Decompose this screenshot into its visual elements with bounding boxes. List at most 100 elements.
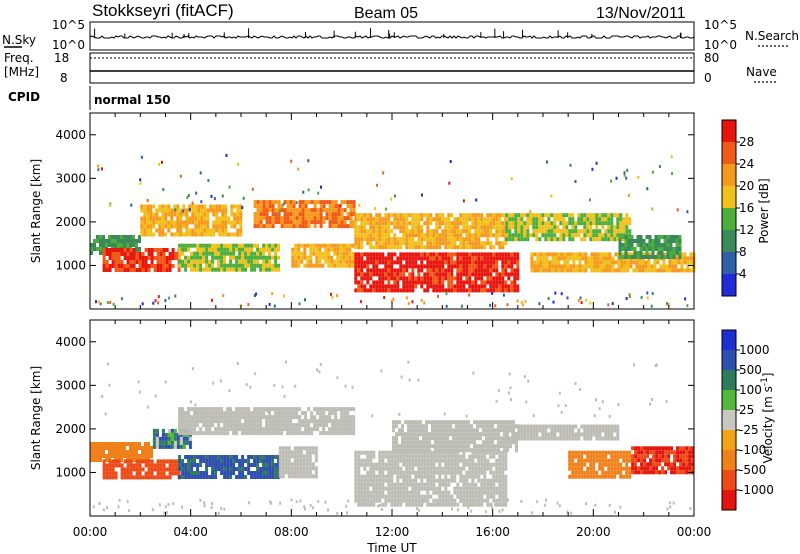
heatmap-cell [601, 424, 605, 429]
heatmap-cell [517, 213, 521, 218]
heatmap-cell [438, 256, 442, 261]
heatmap-cell [526, 436, 530, 441]
heatmap-cell [634, 462, 638, 467]
heatmap-cell [434, 448, 437, 453]
heatmap-cell [592, 237, 596, 242]
heatmap-cell [360, 233, 364, 238]
heatmap-cell [465, 213, 469, 218]
heatmap-cell [129, 459, 133, 464]
heatmap-cell [417, 458, 421, 463]
heatmap-cell [357, 498, 361, 503]
heatmap-cell [135, 239, 138, 243]
heatmap-cell [360, 217, 364, 222]
heatmap-cell [372, 280, 376, 285]
heatmap-cell [423, 221, 427, 226]
heatmap-cell [381, 217, 385, 222]
heatmap-cell [375, 478, 379, 483]
heatmap-cell [465, 225, 469, 230]
heatmap-cell [610, 233, 614, 238]
heatmap-cell [668, 260, 672, 265]
heatmap-cell [299, 454, 303, 459]
heatmap-cell [126, 459, 130, 464]
heatmap-cell [462, 256, 466, 261]
heatmap-cell [488, 424, 491, 429]
heatmap-cell [161, 428, 165, 433]
heatmap-cell [199, 459, 203, 463]
heatmap-cell [274, 455, 278, 459]
heatmap-cell [486, 268, 490, 273]
heatmap-cell [265, 419, 269, 424]
heatmap-cell [411, 260, 415, 265]
heatmap-cell [459, 490, 463, 495]
heatmap-cell [217, 243, 221, 248]
heatmap-cell [637, 458, 641, 463]
heatmap-cell [508, 436, 512, 441]
heatmap-cell [396, 241, 400, 246]
heatmap-cell [619, 225, 623, 230]
heatmap-cell [179, 216, 183, 221]
heatmap-cell [193, 419, 197, 424]
heatmap-cell [474, 252, 478, 257]
heatmap-cell [217, 423, 221, 428]
heatmap-cell [179, 444, 183, 449]
heatmap-cell [626, 168, 629, 172]
heatmap-cell [393, 225, 397, 230]
heatmap-cell [507, 276, 511, 281]
heatmap-cell [608, 260, 612, 265]
heatmap-cell [143, 220, 147, 225]
heatmap-cell [306, 243, 310, 248]
heatmap-cell [601, 436, 605, 441]
heatmap-cell [426, 237, 430, 242]
heatmap-cell [296, 446, 300, 451]
heatmap-cell [164, 208, 168, 213]
heatmap-cell [375, 494, 379, 499]
heatmap-cell [174, 467, 178, 472]
heatmap-cell [586, 450, 590, 455]
heatmap-cell [477, 474, 481, 479]
heatmap-cell [604, 458, 608, 463]
heatmap-cell [616, 221, 620, 226]
heatmap-cell [574, 450, 578, 455]
heatmap-cell [683, 268, 687, 273]
heatmap-cell [352, 200, 356, 205]
heatmap-cell [514, 432, 518, 437]
heatmap-cell [193, 475, 197, 479]
heatmap-cell [601, 217, 605, 222]
heatmap-cell [465, 256, 469, 261]
heatmap-cell [492, 288, 496, 293]
heatmap-cell [646, 187, 649, 191]
heatmap-cell [132, 442, 135, 446]
heatmap-cell [221, 194, 224, 198]
heatmap-cell [286, 415, 290, 420]
heatmap-cell [520, 233, 524, 238]
heatmap-cell [514, 217, 518, 222]
heatmap-cell [461, 436, 464, 441]
heatmap-cell [429, 245, 433, 250]
heatmap-cell [202, 407, 206, 412]
heatmap-cell [157, 301, 160, 305]
heatmap-cell [477, 272, 481, 277]
heatmap-cell [317, 191, 320, 195]
heatmap-cell [120, 264, 124, 268]
heatmap-cell [146, 198, 149, 202]
heatmap-cell [450, 280, 454, 285]
heatmap-cell [155, 220, 159, 225]
heatmap-cell [132, 467, 136, 472]
heatmap-cell [399, 474, 403, 479]
heatmap-cell [447, 229, 451, 234]
heatmap-cell [265, 415, 269, 420]
heatmap-cell [360, 256, 364, 261]
heatmap-cell [114, 252, 118, 256]
heatmap-cell [250, 247, 254, 252]
heatmap-cell [200, 212, 204, 217]
heatmap-cell [480, 486, 484, 491]
heatmap-cell [613, 229, 617, 234]
heatmap-cell [634, 454, 638, 459]
heatmap-cell [599, 264, 603, 269]
heatmap-cell [217, 251, 221, 256]
heatmap-cell [494, 428, 497, 433]
heatmap-cell [262, 255, 266, 260]
heatmap-cell [298, 220, 302, 225]
heatmap-cell [426, 256, 430, 261]
heatmap-cell [238, 251, 242, 256]
